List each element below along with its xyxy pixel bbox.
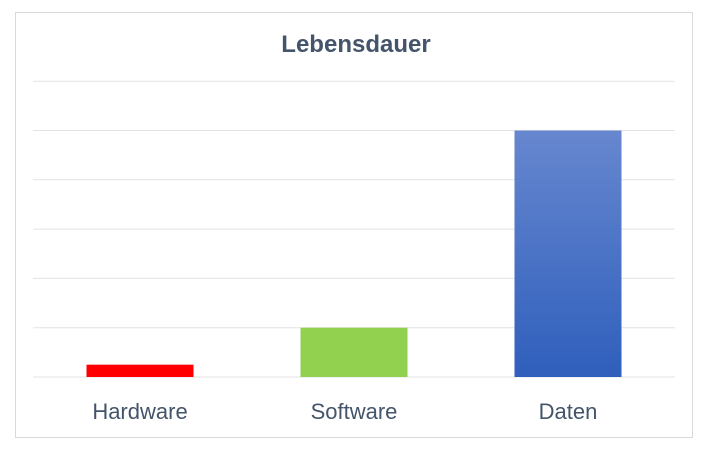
bar-software [300, 327, 408, 377]
x-tick-labels: Hardware Software Daten [92, 399, 597, 424]
x-tick-label-daten: Daten [539, 399, 598, 424]
x-tick-label-software: Software [311, 399, 398, 424]
bar-daten [514, 130, 622, 377]
bars [86, 130, 622, 377]
bar-hardware [86, 364, 194, 377]
chart-title: Lebensdauer [281, 31, 431, 58]
x-tick-label-hardware: Hardware [92, 399, 187, 424]
